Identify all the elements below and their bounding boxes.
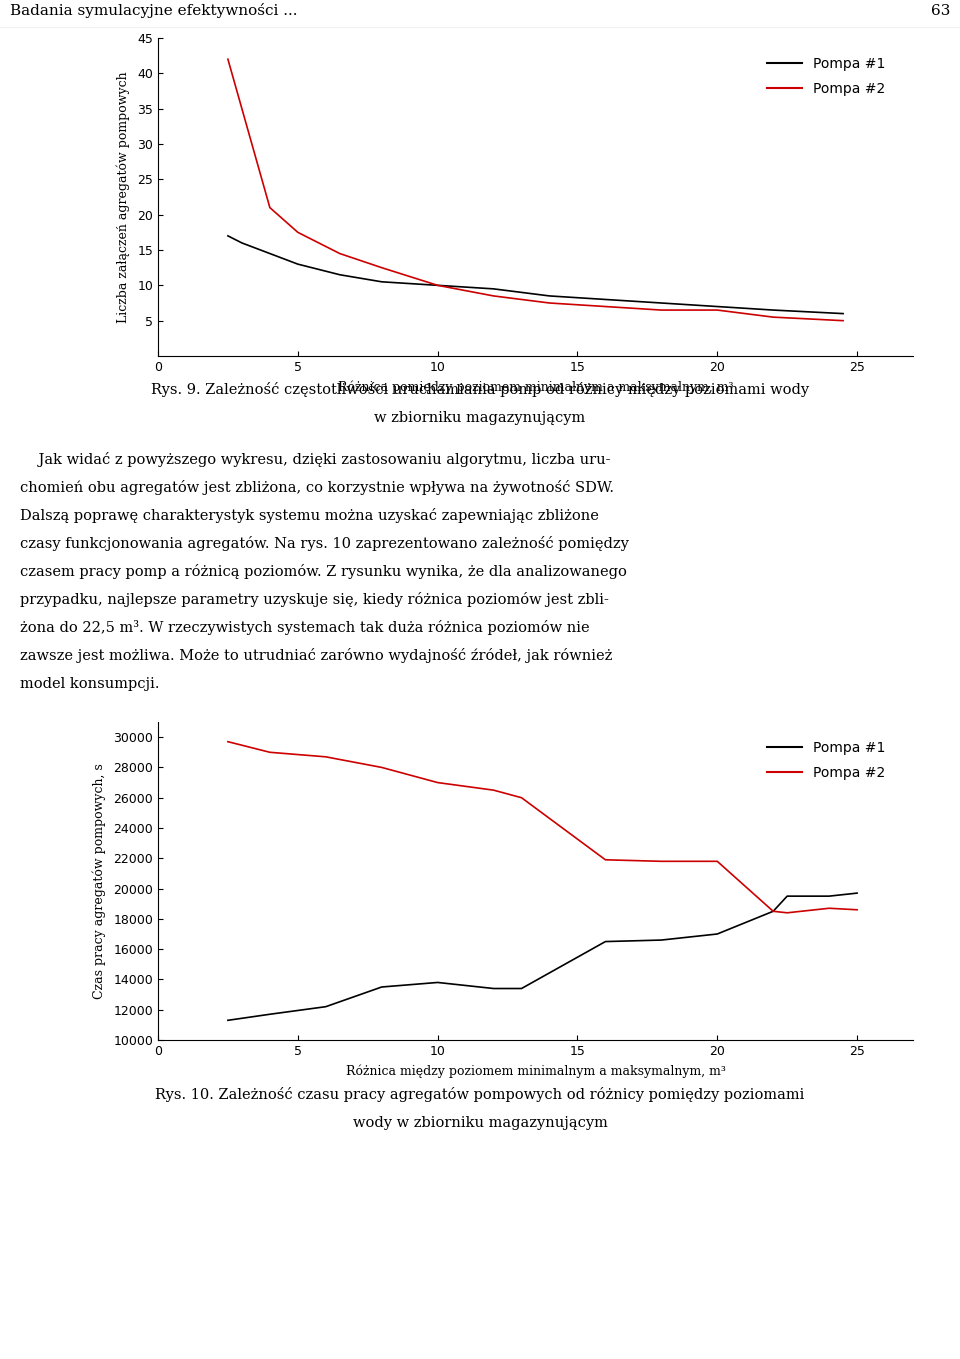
Text: Rys. 9. Zależność częstotliwości uruchamiania pomp od różnicy między poziomami w: Rys. 9. Zależność częstotliwości urucham… (151, 382, 809, 397)
Legend: Pompa #1, Pompa #2: Pompa #1, Pompa #2 (761, 735, 891, 786)
Text: czasy funkcjonowania agregatów. Na rys. 10 zaprezentowano zależność pomiędzy: czasy funkcjonowania agregatów. Na rys. … (20, 537, 629, 552)
Legend: Pompa #1, Pompa #2: Pompa #1, Pompa #2 (761, 52, 891, 102)
Y-axis label: Liczba załączeń agregatów pompowych: Liczba załączeń agregatów pompowych (117, 71, 131, 323)
X-axis label: Różnica między poziomem minimalnym a maksymalnym, m³: Różnica między poziomem minimalnym a mak… (346, 1065, 726, 1078)
Text: Badania symulacyjne efektywności ...: Badania symulacyjne efektywności ... (10, 3, 298, 18)
Y-axis label: Czas pracy agregatów pompowych, s: Czas pracy agregatów pompowych, s (93, 764, 107, 999)
Text: w zbiorniku magazynującym: w zbiorniku magazynującym (374, 410, 586, 425)
X-axis label: Różnica pomiędzy poziomem minimalnym a maksymalnym, m³: Różnica pomiędzy poziomem minimalnym a m… (338, 381, 733, 394)
Text: czasem pracy pomp a różnicą poziomów. Z rysunku wynika, że dla analizowanego: czasem pracy pomp a różnicą poziomów. Z … (20, 564, 627, 579)
Text: chomień obu agregatów jest zbliżona, co korzystnie wpływa na żywotność SDW.: chomień obu agregatów jest zbliżona, co … (20, 480, 614, 496)
Text: 63: 63 (930, 4, 950, 18)
Text: wody w zbiorniku magazynującym: wody w zbiorniku magazynującym (352, 1116, 608, 1129)
Text: Rys. 10. Zależność czasu pracy agregatów pompowych od różnicy pomiędzy poziomami: Rys. 10. Zależność czasu pracy agregatów… (156, 1087, 804, 1102)
Text: Dalszą poprawę charakterystyk systemu można uzyskać zapewniając zbliżone: Dalszą poprawę charakterystyk systemu mo… (20, 508, 599, 523)
Text: żona do 22,5 m³. W rzeczywistych systemach tak duża różnica poziomów nie: żona do 22,5 m³. W rzeczywistych systema… (20, 621, 589, 636)
Text: przypadku, najlepsze parametry uzyskuje się, kiedy różnica poziomów jest zbli-: przypadku, najlepsze parametry uzyskuje … (20, 593, 609, 607)
Text: Jak widać z powyższego wykresu, dzięki zastosowaniu algorytmu, liczba uru-: Jak widać z powyższego wykresu, dzięki z… (20, 453, 611, 467)
Text: zawsze jest możliwa. Może to utrudniać zarówno wydajność źródeł, jak również: zawsze jest możliwa. Może to utrudniać z… (20, 648, 612, 663)
Text: model konsumpcji.: model konsumpcji. (20, 677, 159, 692)
